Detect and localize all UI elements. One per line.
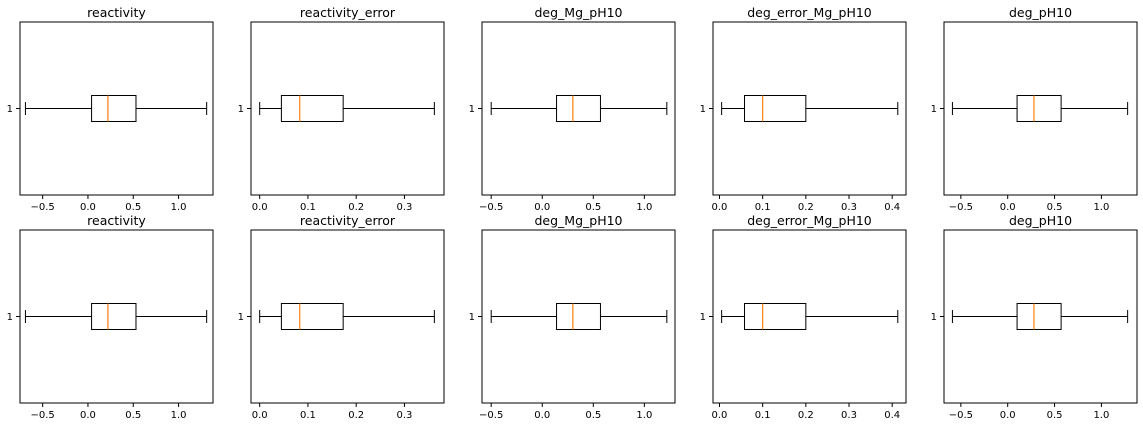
x-tick-label: 0.0: [1000, 202, 1016, 213]
x-tick-label: 0.5: [125, 410, 141, 421]
y-tick-label: 1: [7, 104, 13, 115]
plot-frame: [19, 229, 214, 404]
x-tick-label: 0.0: [534, 202, 550, 213]
subplot-title: deg_error_Mg_pH10: [747, 213, 872, 228]
y-tick-label: 1: [469, 104, 475, 115]
x-tick-label: 0.0: [712, 202, 728, 213]
subplot-title: deg_pH10: [1009, 5, 1072, 20]
plot-frame: [481, 229, 676, 404]
box-iqr: [556, 95, 601, 122]
x-tick-label: 0.3: [396, 202, 412, 213]
plot-frame: [712, 229, 907, 404]
x-tick-label: 0.0: [252, 202, 268, 213]
box-iqr: [91, 303, 137, 330]
box-iqr: [556, 303, 601, 330]
y-tick-label: 1: [469, 312, 475, 323]
x-tick-label: 0.1: [755, 202, 771, 213]
x-tick-label: 0.0: [1000, 410, 1016, 421]
x-tick-label: 1.0: [636, 410, 652, 421]
y-tick-label: 1: [700, 312, 706, 323]
y-tick-label: 1: [931, 104, 937, 115]
y-tick-label: 1: [238, 312, 244, 323]
box-iqr: [1016, 303, 1062, 330]
x-tick-label: 1.0: [171, 202, 187, 213]
y-tick-label: 1: [7, 312, 13, 323]
x-tick-label: 0.2: [348, 202, 364, 213]
y-tick-label: 1: [238, 104, 244, 115]
x-tick-label: 0.1: [300, 410, 316, 421]
plot-frame: [943, 21, 1138, 196]
x-tick-label: −0.5: [31, 202, 55, 213]
x-tick-label: 0.3: [841, 410, 857, 421]
x-tick-label: 1.0: [636, 202, 652, 213]
x-tick-label: 0.3: [841, 202, 857, 213]
plot-frame: [250, 21, 445, 196]
x-tick-label: 0.2: [798, 410, 814, 421]
x-tick-label: −0.5: [949, 410, 973, 421]
x-tick-label: 1.0: [1093, 410, 1109, 421]
x-tick-label: 0.5: [585, 202, 601, 213]
x-tick-label: 0.5: [125, 202, 141, 213]
subplot-title: deg_Mg_pH10: [534, 5, 622, 20]
y-tick-label: 1: [700, 104, 706, 115]
box-iqr: [91, 95, 137, 122]
plot-frame: [481, 21, 676, 196]
x-tick-label: 0.0: [80, 410, 96, 421]
subplot-title: deg_Mg_pH10: [534, 213, 622, 228]
plot-frame: [250, 229, 445, 404]
y-tick-label: 1: [931, 312, 937, 323]
x-tick-label: −0.5: [31, 410, 55, 421]
box-iqr: [744, 303, 807, 330]
box-iqr: [1016, 95, 1062, 122]
x-tick-label: 0.0: [712, 410, 728, 421]
x-tick-label: 0.0: [252, 410, 268, 421]
x-tick-label: 1.0: [1093, 202, 1109, 213]
x-tick-label: 0.5: [1047, 202, 1063, 213]
x-tick-label: 0.5: [1047, 410, 1063, 421]
x-tick-label: 0.0: [534, 410, 550, 421]
x-tick-label: 0.4: [884, 410, 900, 421]
plot-frame: [943, 229, 1138, 404]
plot-frame: [19, 21, 214, 196]
subplot-title: reactivity_error: [300, 5, 396, 20]
subplot-title: reactivity: [87, 213, 146, 228]
box-iqr: [280, 95, 344, 122]
box-iqr: [280, 303, 344, 330]
x-tick-label: 0.5: [585, 410, 601, 421]
x-tick-label: 0.1: [755, 410, 771, 421]
subplot-title: reactivity_error: [300, 213, 396, 228]
x-tick-label: 0.3: [396, 410, 412, 421]
x-tick-label: −0.5: [949, 202, 973, 213]
x-tick-label: 0.1: [300, 202, 316, 213]
x-tick-label: 0.2: [798, 202, 814, 213]
x-tick-label: 0.2: [348, 410, 364, 421]
subplot-title: deg_error_Mg_pH10: [747, 5, 872, 20]
x-tick-label: 0.4: [884, 202, 900, 213]
plot-frame: [712, 21, 907, 196]
x-tick-label: 0.0: [80, 202, 96, 213]
x-tick-label: −0.5: [479, 410, 503, 421]
box-iqr: [744, 95, 807, 122]
subplot-title: deg_pH10: [1009, 213, 1072, 228]
x-tick-label: 1.0: [171, 410, 187, 421]
x-tick-label: −0.5: [479, 202, 503, 213]
subplot-title: reactivity: [87, 5, 146, 20]
